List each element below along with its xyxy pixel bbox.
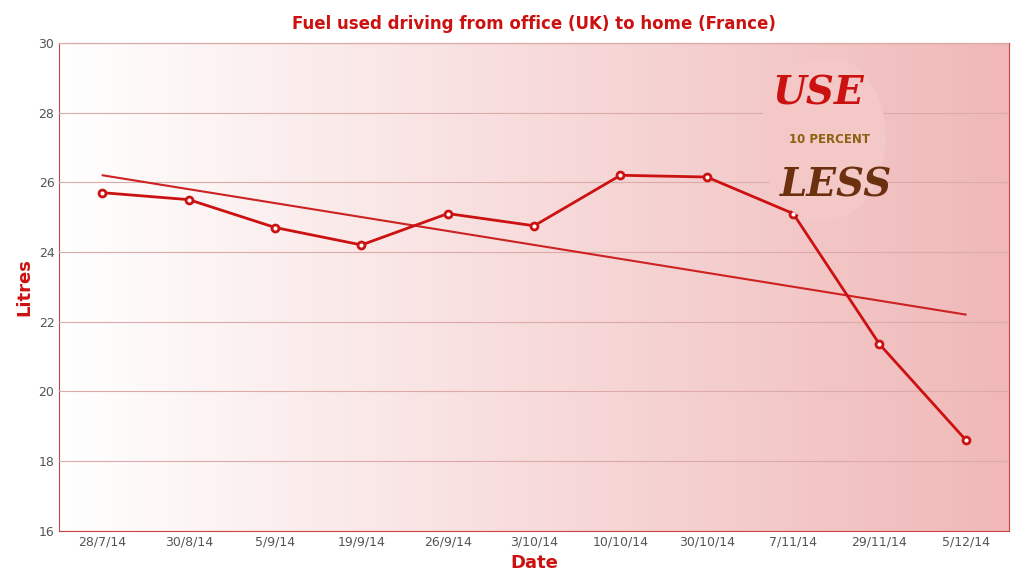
- Text: 10 PERCENT: 10 PERCENT: [788, 133, 870, 146]
- X-axis label: Date: Date: [510, 554, 558, 572]
- Title: Fuel used driving from office (UK) to home (France): Fuel used driving from office (UK) to ho…: [292, 15, 776, 33]
- Text: USE: USE: [773, 75, 864, 113]
- Ellipse shape: [760, 55, 886, 222]
- Text: LESS: LESS: [780, 167, 892, 204]
- Y-axis label: Litres: Litres: [15, 258, 33, 316]
